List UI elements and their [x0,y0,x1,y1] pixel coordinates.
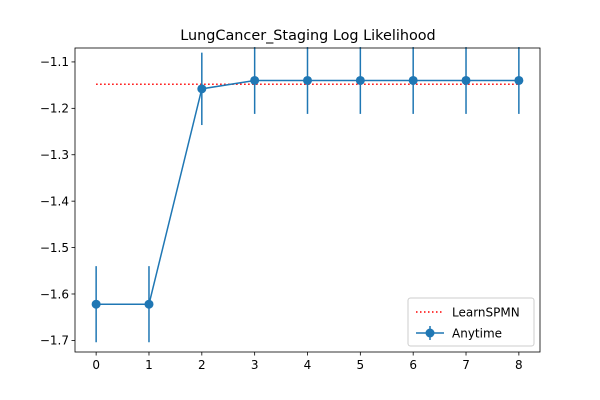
legend-box [407,297,535,347]
y-tick-label-6: −1.7 [40,334,69,348]
x-tick-label-8: 8 [515,358,523,372]
point-anytime-5 [355,75,365,85]
x-tick-label-6: 6 [409,358,417,372]
x-tick-label-5: 5 [357,358,365,372]
y-tick-label-0: −1.1 [40,55,69,69]
axes: 0 1 2 3 4 5 6 7 8 −1.1 −1.2 −1.3 −1.4 −1.5 −1.6 −1.7 [40,47,541,372]
y-tick-label-3: −1.4 [40,194,69,208]
point-anytime-8 [514,75,524,85]
y-tick-label-5: −1.6 [40,287,69,301]
x-tick-label-2: 2 [198,358,206,372]
legend: LearnSPMN Anytime [407,297,535,347]
y-tick-label-4: −1.5 [40,241,69,255]
chart-title: LungCancer_Staging Log Likelihood [180,28,435,44]
point-anytime-7 [461,75,471,85]
point-anytime-2 [197,84,207,94]
x-tick-label-0: 0 [92,358,100,372]
x-tick-label-7: 7 [462,358,470,372]
point-anytime-0 [91,299,101,309]
plot-area [91,47,524,343]
point-anytime-3 [250,75,260,85]
legend-anytime-label: Anytime [452,326,502,340]
point-anytime-6 [408,75,418,85]
point-anytime-4 [303,75,312,85]
y-tick-label-2: −1.3 [40,148,69,162]
x-tick-label-1: 1 [145,358,153,372]
x-tick-label-4: 4 [304,358,312,372]
legend-anytime-swatch-marker [425,328,435,338]
point-anytime-1 [144,299,154,309]
y-tick-label-1: −1.2 [40,102,69,116]
legend-learnspmn-label: LearnSPMN [452,305,520,319]
x-tick-label-3: 3 [251,358,259,372]
